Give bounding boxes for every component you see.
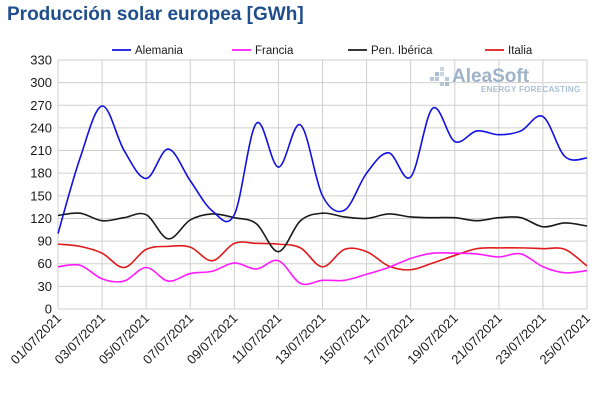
- aleasoft-logo-tagline: ENERGY FORECASTING: [481, 85, 581, 94]
- y-tick-label: 90: [38, 234, 52, 249]
- y-tick-label: 180: [30, 166, 52, 181]
- legend-item-italia: Italia: [485, 45, 533, 57]
- aleasoft-logo-mark: [430, 67, 449, 86]
- y-tick-label: 270: [30, 98, 52, 113]
- aleasoft-logo-name: AleaSoft: [452, 66, 530, 87]
- legend: Alemania Francia Pen. Ibérica Italia: [112, 45, 533, 57]
- y-tick-label: 120: [30, 211, 52, 226]
- y-tick-label: 240: [30, 120, 52, 135]
- y-tick-label: 330: [30, 53, 52, 68]
- legend-label: Francia: [255, 45, 294, 57]
- grid-layer: [57, 59, 588, 310]
- legend-label: Italia: [508, 45, 533, 57]
- y-tick-label: 300: [30, 75, 52, 90]
- y-tick-label: 210: [30, 143, 52, 158]
- series-line-alemania: [57, 105, 588, 234]
- series-line-francia: [57, 251, 588, 286]
- series-layer: [57, 105, 588, 286]
- legend-label: Pen. Ibérica: [371, 45, 433, 57]
- legend-item-pen-ib-rica: Pen. Ibérica: [348, 45, 433, 57]
- chart-title: Producción solar europea [GWh]: [7, 4, 304, 25]
- legend-item-francia: Francia: [232, 45, 294, 57]
- series-line-italia: [57, 241, 588, 271]
- series-line-pen-ib-rica: [57, 212, 588, 253]
- y-tick-label: 30: [38, 279, 52, 294]
- legend-label: Alemania: [135, 45, 184, 57]
- legend-item-alemania: Alemania: [112, 45, 184, 57]
- y-tick-label: 0: [45, 302, 52, 317]
- y-tick-label: 60: [38, 256, 52, 271]
- axis-labels: 030609012015018021024027030033001/07/202…: [7, 53, 593, 368]
- aleasoft-logo: AleaSoft ENERGY FORECASTING: [430, 66, 581, 94]
- y-tick-label: 150: [30, 188, 52, 203]
